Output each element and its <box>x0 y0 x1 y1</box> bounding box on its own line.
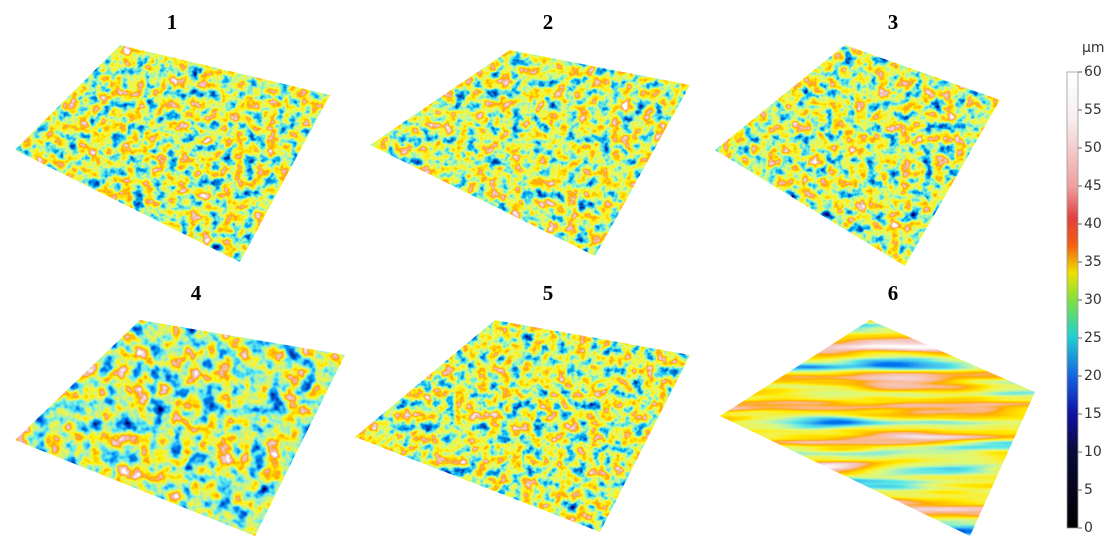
panel-label: 5 <box>543 281 554 305</box>
colorbar-tick-label: 15 <box>1084 406 1102 422</box>
surface-4 <box>15 320 345 536</box>
colorbar-tick-label: 25 <box>1084 330 1102 346</box>
colorbar-tick-label: 45 <box>1084 178 1102 194</box>
colorbar-tick-label: 50 <box>1084 140 1102 156</box>
colorbar-tick-label: 0 <box>1084 520 1093 536</box>
surface-2 <box>370 50 690 256</box>
panel-label: 3 <box>888 10 899 34</box>
surface-3 <box>715 45 1000 266</box>
colorbar-tick-label: 5 <box>1084 482 1093 498</box>
surface-1 <box>15 45 330 262</box>
colorbar-tick-label: 35 <box>1084 254 1102 270</box>
panel-labels: 1 2 3 4 5 6 <box>167 10 899 305</box>
panel-label: 1 <box>167 10 178 34</box>
colorbar-tick-label: 10 <box>1084 444 1102 460</box>
surface-6 <box>720 320 1035 536</box>
colorbar-unit: μm <box>1082 40 1105 56</box>
surfaces <box>15 45 1035 536</box>
colorbar-gradient <box>1066 71 1079 529</box>
panel-label: 4 <box>191 281 202 305</box>
colorbar-tick-label: 55 <box>1084 102 1102 118</box>
panel-label: 2 <box>543 10 554 34</box>
colorbar: μm 0 5 10 15 20 25 30 35 40 45 50 55 60 <box>1066 40 1105 536</box>
panel-label: 6 <box>888 281 899 305</box>
colorbar-tick-label: 20 <box>1084 368 1102 384</box>
colorbar-tick-label: 30 <box>1084 292 1102 308</box>
colorbar-tick-label: 40 <box>1084 216 1102 232</box>
colorbar-tick-label: 60 <box>1084 64 1102 80</box>
surface-5 <box>355 320 690 532</box>
